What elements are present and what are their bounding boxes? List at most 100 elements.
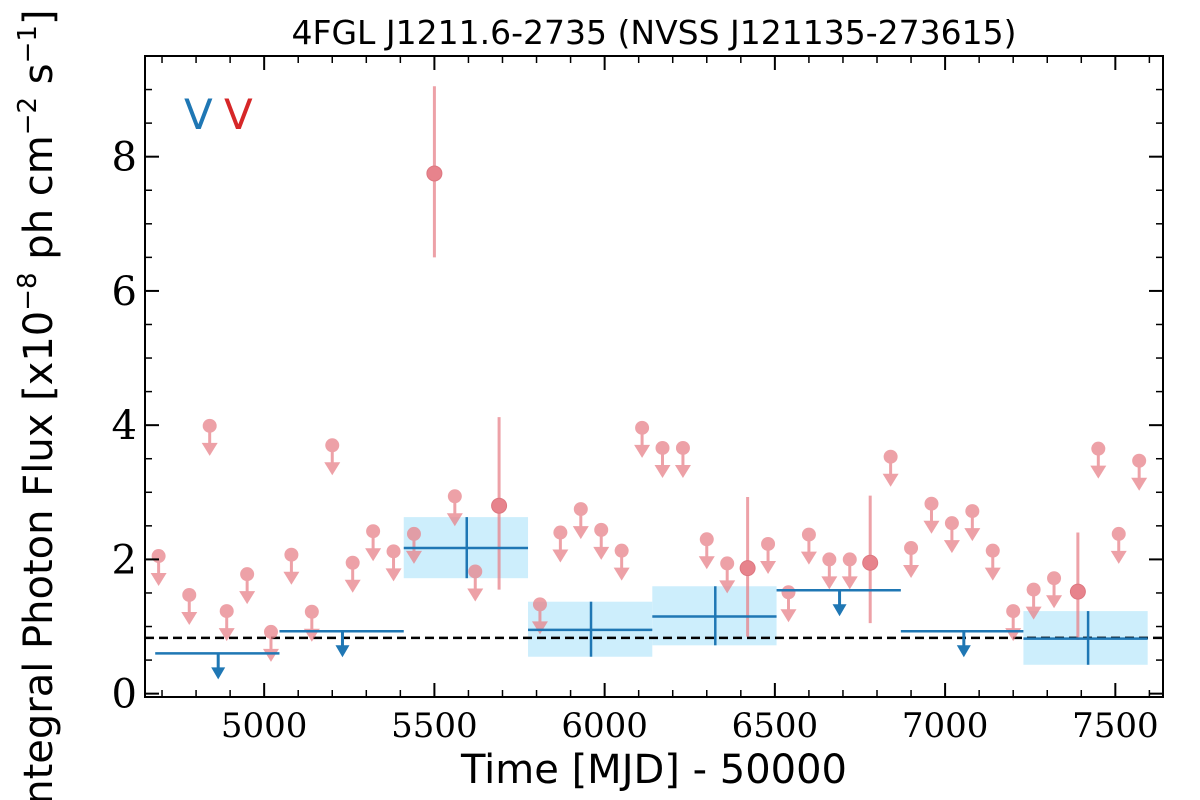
short-bin-upper-limit-29-head <box>841 576 858 590</box>
short-bin-upper-limit-marker-21 <box>655 440 670 455</box>
variability-flag-blue: V <box>184 90 213 139</box>
short-bin-detection-marker-1 <box>491 497 508 514</box>
short-bin-upper-limit-10-head <box>365 548 382 562</box>
short-bin-upper-limit-21-head <box>654 464 671 478</box>
short-bin-upper-limit-35 <box>984 543 1001 581</box>
short-bin-upper-limit-marker-38 <box>1047 571 1062 586</box>
short-bin-upper-limit-0 <box>150 549 167 587</box>
short-bin-detection-marker-0 <box>426 165 443 182</box>
long-bin-upper-limit-arrow-1-head <box>335 645 350 658</box>
short-bin-upper-limit-marker-13 <box>447 489 462 504</box>
short-bin-upper-limit-28 <box>821 552 838 590</box>
short-bin-upper-limit-35-head <box>984 567 1001 581</box>
long-bin-upper-limit-3 <box>900 629 1024 658</box>
short-bin-upper-limit-9 <box>344 555 361 593</box>
short-bin-upper-limit-34-head <box>964 528 981 542</box>
short-bin-detection-marker-3 <box>862 554 879 571</box>
short-bin-upper-limit-28-head <box>821 576 838 590</box>
chart-title: 4FGL J1211.6-2735 (NVSS J121135-273615) <box>292 13 1017 52</box>
short-bin-upper-limit-marker-7 <box>304 604 319 619</box>
short-bin-upper-limit-marker-8 <box>325 438 340 453</box>
short-bin-upper-limit-33 <box>943 516 960 554</box>
short-bin-upper-limit-34 <box>964 504 981 542</box>
short-bin-upper-limit-25-head <box>760 560 777 574</box>
short-bin-upper-limit-6 <box>283 547 300 585</box>
long-bin-upper-limit-0 <box>155 652 280 680</box>
short-bin-upper-limit-7 <box>303 604 320 642</box>
short-bin-upper-limit-marker-1 <box>182 587 197 602</box>
short-bin-upper-limit-18-head <box>593 546 610 560</box>
short-bin-upper-limit-17-head <box>572 526 589 540</box>
short-bin-upper-limit-14 <box>467 564 484 602</box>
short-bin-upper-limit-39 <box>1090 441 1107 479</box>
short-bin-upper-limit-marker-31 <box>904 540 919 555</box>
axes: 5000 5500 6000 6500 7000 7500 0 2 4 6 8 <box>112 56 1163 746</box>
short-bin-upper-limit-38-head <box>1046 595 1063 609</box>
short-bin-detection-4 <box>1069 532 1086 640</box>
short-bin-upper-limit-marker-18 <box>594 522 609 537</box>
short-bin-upper-limit-2-head <box>201 442 218 456</box>
short-bin-upper-limit-2 <box>201 418 218 456</box>
y-label-part-a: Integral Photon Flux [x10 <box>16 311 62 800</box>
short-bin-upper-limit-marker-35 <box>985 543 1000 558</box>
short-bin-upper-limit-22 <box>674 440 691 478</box>
x-tick-label-1: 5500 <box>391 706 478 746</box>
long-bin-upper-limit-arrow-2 <box>832 590 847 617</box>
short-bin-upper-limit-11 <box>385 544 402 582</box>
short-bin-upper-limit-8 <box>324 438 341 476</box>
short-bin-upper-limit-marker-15 <box>532 597 547 612</box>
x-tick-label-2: 6000 <box>561 706 648 746</box>
short-bin-upper-limit-26-head <box>780 609 797 623</box>
short-bin-upper-limit-0-head <box>150 573 167 587</box>
x-axis-label: Time [MJD] - 50000 <box>460 747 847 793</box>
short-bin-detection-1 <box>491 417 508 590</box>
long-bin-upper-limit-2 <box>776 589 901 617</box>
short-bin-upper-limit-8-head <box>324 462 341 476</box>
long-bin-upper-limit-arrow-0-head <box>211 667 226 680</box>
short-bin-upper-limit-23-head <box>698 556 715 570</box>
short-bin-upper-limit-19-head <box>613 567 630 581</box>
plot-area <box>145 86 1163 680</box>
y-label-part-d: ] <box>16 9 62 25</box>
short-bin-upper-limit-marker-19 <box>614 543 629 558</box>
long-bin-upper-limit-arrow-3 <box>956 631 971 658</box>
y-label-part-b: ph cm <box>16 135 62 272</box>
y-tick-label-3: 6 <box>112 269 137 315</box>
y-label-part-c: s <box>16 63 62 97</box>
y-tick-label-4: 8 <box>112 135 137 181</box>
short-bin-upper-limit-marker-4 <box>240 567 255 582</box>
short-bin-upper-limit-marker-41 <box>1132 453 1147 468</box>
short-bin-upper-limit-32-head <box>923 520 940 534</box>
long-bin-detection-2 <box>652 586 777 646</box>
short-bin-upper-limit-9-head <box>344 579 361 593</box>
short-bin-upper-limit-marker-3 <box>219 604 234 619</box>
short-bin-upper-limit-marker-33 <box>944 516 959 531</box>
short-bin-upper-limit-21 <box>654 440 671 478</box>
short-bin-upper-limit-marker-11 <box>386 544 401 559</box>
short-bin-upper-limit-marker-39 <box>1091 441 1106 456</box>
short-bin-upper-limit-20-head <box>634 444 651 458</box>
short-bin-upper-limit-40-head <box>1110 550 1127 564</box>
short-bin-upper-limit-31-head <box>903 564 920 578</box>
short-bin-upper-limit-41 <box>1131 453 1148 491</box>
short-bin-upper-limit-19 <box>613 543 630 581</box>
short-bin-upper-limit-marker-0 <box>151 549 166 564</box>
short-bin-upper-limit-30 <box>882 449 899 487</box>
short-bin-upper-limit-marker-9 <box>345 555 360 570</box>
short-bin-upper-limit-marker-2 <box>202 418 217 433</box>
short-bin-upper-limit-29 <box>841 552 858 590</box>
short-bin-upper-limit-27-head <box>800 551 817 565</box>
short-bin-upper-limit-marker-30 <box>883 449 898 464</box>
short-bin-upper-limit-37 <box>1025 582 1042 620</box>
short-bin-upper-limit-14-head <box>467 588 484 602</box>
variability-flag-red: V <box>224 90 253 139</box>
y-tick-label-2: 4 <box>112 403 137 449</box>
short-bin-upper-limit-40 <box>1110 526 1127 564</box>
plot-frame <box>144 55 1164 698</box>
short-bin-upper-limit-15 <box>531 597 548 635</box>
short-bin-detection-3 <box>862 495 879 624</box>
long-bin-detection-1 <box>528 601 653 657</box>
short-bin-upper-limit-marker-40 <box>1111 526 1126 541</box>
short-bin-upper-limit-marker-16 <box>553 525 568 540</box>
